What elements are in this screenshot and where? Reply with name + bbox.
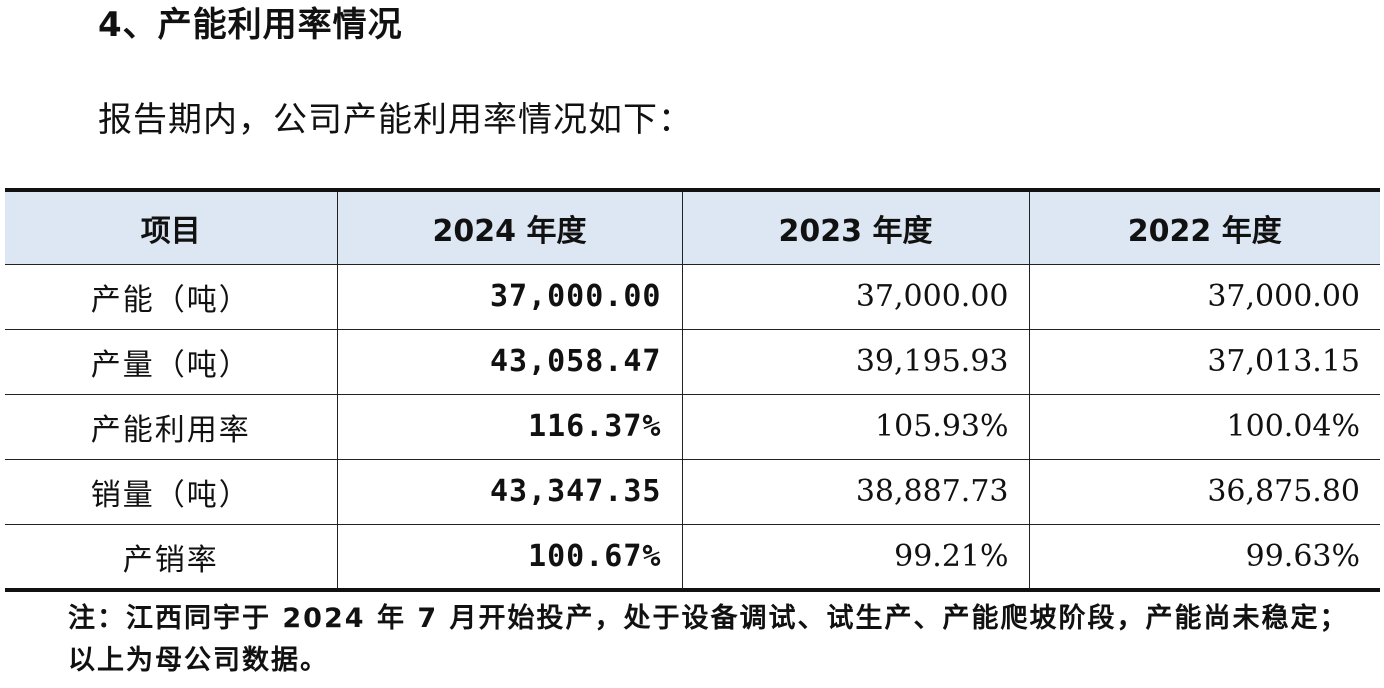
cell-2024: 100.67% [336,523,683,589]
capacity-utilization-table: 项目 2024 年度 2023 年度 2022 年度 产能（吨） 37,000.… [5,192,1380,589]
table-row: 产能（吨） 37,000.00 37,000.00 37,000.00 [5,264,1380,330]
capacity-table-container: 项目 2024 年度 2023 年度 2022 年度 产能（吨） 37,000.… [5,188,1380,592]
cell-2024: 37,000.00 [336,264,683,330]
row-label: 产能利用率 [5,393,338,460]
row-label: 产销率 [5,523,338,589]
row-label: 产能（吨） [5,264,338,330]
table-row: 产能利用率 116.37% 105.93% 100.04% [5,393,1380,460]
intro-paragraph: 报告期内，公司产能利用率情况如下： [98,100,693,140]
cell-2023: 39,195.93 [681,328,1030,395]
cell-2023: 105.93% [681,393,1030,460]
cell-2024: 116.37% [336,393,683,460]
cell-2023: 99.21% [681,523,1030,589]
table-header-row: 项目 2024 年度 2023 年度 2022 年度 [5,192,1380,265]
table-footnote: 注：江西同宇于 2024 年 7 月开始投产，处于设备调试、试生产、产能爬坡阶段… [68,603,1349,676]
table-row: 销量（吨） 43,347.35 38,887.73 36,875.80 [5,458,1380,525]
cell-2022: 37,000.00 [1028,264,1380,330]
row-label: 销量（吨） [5,458,338,525]
header-2023: 2023 年度 [681,192,1030,265]
header-2024: 2024 年度 [336,192,683,265]
table-row: 产销率 100.67% 99.21% 99.63% [5,523,1380,589]
cell-2022: 100.04% [1028,393,1380,460]
cell-2023: 37,000.00 [681,264,1030,330]
section-heading: 4、产能利用率情况 [98,5,403,45]
cell-2022: 99.63% [1028,523,1380,589]
cell-2022: 36,875.80 [1028,458,1380,525]
header-2022: 2022 年度 [1028,192,1380,265]
cell-2024: 43,347.35 [336,458,683,525]
cell-2023: 38,887.73 [681,458,1030,525]
row-label: 产量（吨） [5,328,338,395]
header-item: 项目 [5,192,338,265]
cell-2024: 43,058.47 [336,328,683,395]
cell-2022: 37,013.15 [1028,328,1380,395]
table-row: 产量（吨） 43,058.47 39,195.93 37,013.15 [5,328,1380,395]
